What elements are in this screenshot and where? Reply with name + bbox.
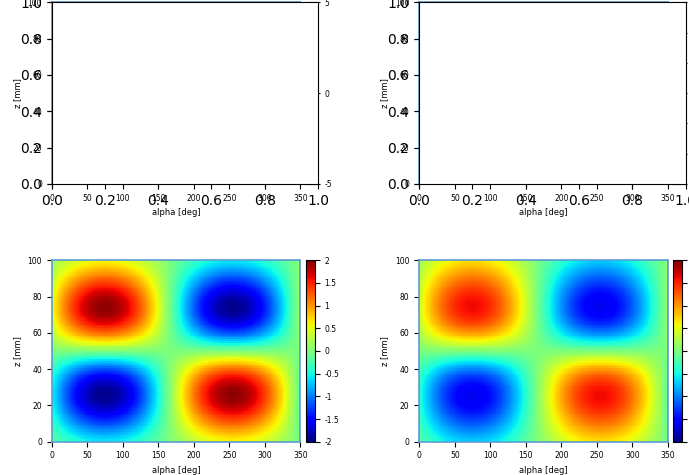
X-axis label: alpha [deg]: alpha [deg] bbox=[520, 466, 568, 475]
Y-axis label: z [mm]: z [mm] bbox=[380, 78, 389, 108]
X-axis label: alpha [deg]: alpha [deg] bbox=[152, 466, 200, 475]
X-axis label: alpha [deg]: alpha [deg] bbox=[520, 208, 568, 217]
X-axis label: alpha [deg]: alpha [deg] bbox=[152, 208, 200, 217]
Y-axis label: z [mm]: z [mm] bbox=[380, 336, 389, 366]
Y-axis label: z [mm]: z [mm] bbox=[13, 336, 22, 366]
Y-axis label: z [mm]: z [mm] bbox=[13, 78, 22, 108]
